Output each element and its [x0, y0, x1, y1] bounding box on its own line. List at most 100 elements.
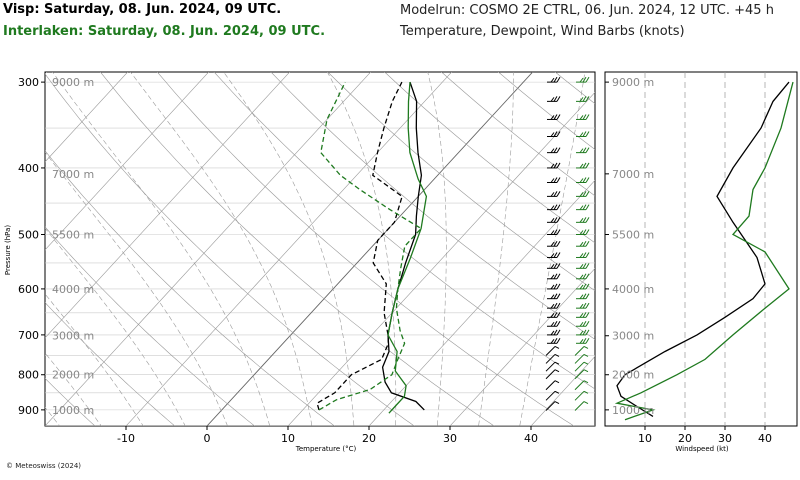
wind-altitude-label: 7000 m	[612, 168, 654, 181]
wind-barb	[545, 401, 560, 411]
moist-adiabat	[326, 72, 397, 426]
wind-barb	[547, 191, 561, 197]
wind-barb	[576, 147, 590, 154]
y-axis-label: Pressure (hPa)	[4, 225, 12, 275]
x-tick-label: 20	[362, 432, 376, 445]
wind-barb	[545, 380, 560, 391]
wind-barb	[574, 401, 589, 411]
wind-barb	[576, 263, 590, 269]
moist-adiabat	[130, 72, 313, 426]
dry-adiabat	[156, 72, 575, 426]
wind-barb	[547, 204, 561, 211]
copyright-footer: © Meteoswiss (2024)	[6, 462, 82, 470]
altitude-label: 5500 m	[52, 229, 94, 242]
windspeed-profile-1	[614, 81, 794, 421]
wind-x-tick-label: 30	[718, 432, 732, 445]
moist-adiabat	[45, 352, 102, 426]
dry-adiabat	[45, 150, 335, 426]
dry-adiabat	[45, 226, 256, 426]
wind-barb	[547, 302, 561, 309]
y-tick-label: 900	[18, 404, 39, 417]
wind-barb	[576, 329, 590, 336]
isotherm-line	[206, 72, 534, 426]
isotherm-line	[45, 72, 129, 163]
dry-adiabat	[213, 72, 595, 390]
moist-adiabat	[52, 72, 271, 426]
wind-barb	[547, 320, 561, 327]
wind-barb	[576, 131, 590, 138]
moist-adiabat	[519, 72, 586, 426]
wind-barb	[576, 252, 590, 258]
wind-barb	[545, 353, 560, 364]
y-tick-label: 700	[18, 329, 39, 342]
wind-barb	[576, 320, 590, 327]
dry-adiabat	[270, 72, 595, 340]
wind-barb	[545, 346, 560, 356]
wind-barb	[574, 369, 589, 380]
wind-barb	[576, 191, 590, 197]
wind-barb	[576, 217, 590, 223]
wind-barb	[576, 229, 590, 236]
isotherm-line	[45, 72, 210, 251]
y-tick-label: 400	[18, 162, 39, 175]
wind-barb	[547, 114, 561, 120]
dry-adiabat	[45, 73, 415, 426]
altitude-label: 9000 m	[52, 76, 94, 89]
profile-dewpoint-3	[318, 81, 423, 411]
wind-altitude-label: 3000 m	[612, 330, 654, 343]
wind-barb	[547, 312, 561, 318]
x-axis-label: Temperature (°C)	[295, 445, 357, 453]
chart-description: Temperature, Dewpoint, Wind Barbs (knots…	[400, 24, 685, 39]
moist-adiabat	[45, 151, 228, 426]
wind-barb	[547, 263, 561, 269]
altitude-label: 4000 m	[52, 283, 94, 296]
wind-barb	[547, 229, 561, 236]
profile-temperature-0	[381, 81, 425, 411]
wind-barb	[576, 293, 590, 300]
dry-adiabat	[384, 72, 595, 244]
windspeed-profile-0	[616, 81, 790, 417]
dry-adiabat	[45, 377, 96, 426]
wind-barb	[576, 312, 590, 318]
isotherm-line	[530, 355, 595, 426]
x-tick-label: 30	[443, 432, 457, 445]
wind-barb	[574, 361, 589, 372]
x-tick-label: 0	[204, 432, 211, 445]
isotherm-line	[45, 72, 291, 339]
wind-barb	[547, 217, 561, 223]
wind-barb	[576, 273, 590, 280]
wind-barb	[547, 252, 561, 258]
moist-adiabat	[478, 72, 514, 426]
wind-barb	[547, 96, 561, 102]
altitude-label: 1000 m	[52, 404, 94, 417]
wind-barb	[576, 283, 590, 290]
wind-barb	[547, 338, 561, 344]
wind-altitude-label: 5500 m	[612, 229, 654, 242]
wind-barb	[547, 273, 561, 280]
wind-barb	[547, 293, 561, 300]
isotherm-line	[125, 72, 453, 426]
y-tick-label: 300	[18, 76, 39, 89]
wind-barb	[574, 390, 589, 401]
y-tick-label: 500	[18, 229, 39, 242]
wind-barb	[576, 177, 590, 183]
wind-barb	[547, 329, 561, 336]
wind-altitude-label: 2000 m	[612, 369, 654, 382]
dry-adiabat	[441, 72, 595, 197]
wind-barb	[576, 96, 590, 102]
x-tick-label: 10	[281, 432, 295, 445]
wind-barb	[547, 131, 561, 138]
wind-altitude-label: 1000 m	[612, 404, 654, 417]
dry-adiabat	[100, 72, 495, 426]
isotherm-line	[368, 179, 595, 426]
header: Visp: Saturday, 08. Jun. 2024, 09 UTC. I…	[0, 0, 800, 48]
isotherm-line	[45, 72, 372, 426]
wind-barb	[547, 240, 561, 247]
wind-altitude-label: 9000 m	[612, 76, 654, 89]
wind-barb	[547, 177, 561, 183]
wind-barb	[547, 162, 561, 169]
wind-barb	[547, 76, 561, 83]
wind-barb	[576, 240, 590, 247]
visp-run-title: Visp: Saturday, 08. Jun. 2024, 09 UTC.	[3, 2, 282, 17]
wind-x-tick-label: 10	[638, 432, 652, 445]
